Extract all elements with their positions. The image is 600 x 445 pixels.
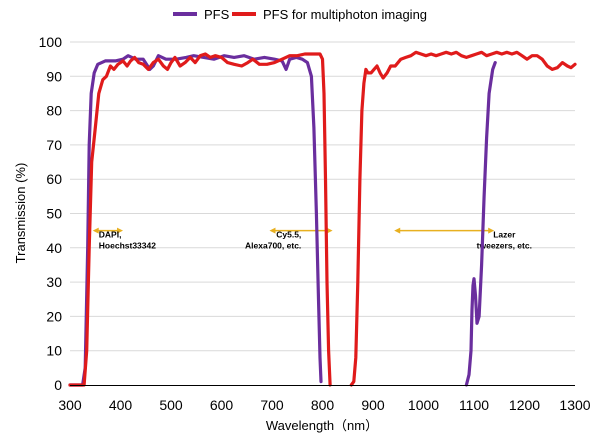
arrow-head-right [117, 227, 124, 234]
x-tick-labels: 300 400 500 600 700 800 900 1000 1100 1200 1300 [58, 397, 590, 413]
y-tick-label: 10 [46, 343, 62, 359]
annotation-label: tweezers, etc. [477, 241, 532, 251]
x-tick-label: 400 [109, 397, 133, 413]
arrow-head-left [269, 227, 276, 234]
y-tick-label: 70 [46, 137, 62, 153]
x-axis-title: Wavelength（nm） [266, 418, 378, 433]
x-tick-label: 1000 [408, 397, 439, 413]
x-tick-label: 1100 [459, 397, 489, 413]
legend-label-multiphoton: PFS for multiphoton imaging [263, 7, 427, 22]
arrow-head-left [92, 227, 99, 234]
y-tick-label: 20 [46, 308, 62, 324]
x-tick-label: 600 [210, 397, 234, 413]
y-tick-label: 80 [46, 103, 62, 119]
annotation-label: Hoechst33342 [99, 241, 156, 251]
y-tick-label: 90 [46, 68, 62, 84]
annotation-label: Lazer [493, 230, 516, 240]
arrow-head-right [488, 227, 495, 234]
legend-label-pfs: PFS [204, 7, 230, 22]
y-tick-label: 60 [46, 171, 62, 187]
series-line-multiphoton [349, 50, 577, 387]
arrow-head-right [326, 227, 333, 234]
series-line-pfs [68, 54, 323, 387]
y-tick-label: 30 [46, 274, 62, 290]
y-tick-label: 50 [46, 206, 62, 222]
y-axis-title: Transmission (%) [13, 163, 28, 264]
x-tick-label: 500 [159, 397, 183, 413]
arrow-head-left [394, 227, 401, 234]
y-grid [70, 41, 575, 352]
annotation-label: DAPI, [99, 230, 122, 240]
annotation-label: Alexa700, etc. [245, 241, 301, 251]
x-tick-label: 1200 [509, 397, 540, 413]
y-tick-label: 0 [54, 377, 62, 393]
series-lines [68, 50, 577, 387]
x-tick-label: 700 [260, 397, 284, 413]
x-tick-label: 900 [361, 397, 385, 413]
x-tick-label: 300 [58, 397, 82, 413]
annotation-arrows: DAPI,Hoechst33342 Cy5.5,Alexa700, etc. Laz… [92, 227, 532, 251]
y-tick-label: 100 [39, 34, 63, 50]
legend: PFS PFS for multiphoton imaging [173, 7, 427, 22]
series-line-multiphoton [68, 52, 332, 387]
series-line-pfs [464, 61, 497, 387]
x-tick-label: 1300 [559, 397, 590, 413]
annotation-label: Cy5.5, [276, 230, 301, 240]
y-tick-labels: 0 10 20 30 40 50 60 70 80 90 100 [39, 34, 63, 393]
x-tick-label: 800 [311, 397, 335, 413]
y-tick-label: 40 [46, 240, 62, 256]
